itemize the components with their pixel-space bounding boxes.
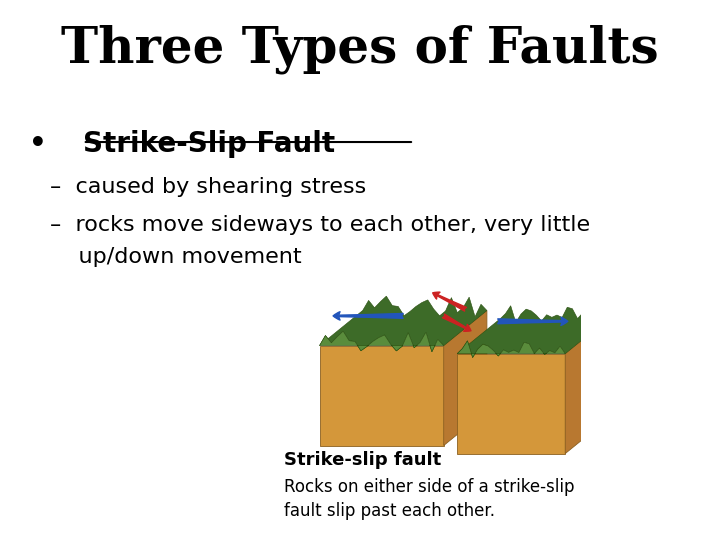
Polygon shape — [444, 310, 487, 446]
Polygon shape — [457, 306, 608, 357]
Text: up/down movement: up/down movement — [50, 247, 302, 267]
Text: Strike-Slip Fault: Strike-Slip Fault — [83, 130, 335, 158]
Polygon shape — [457, 341, 565, 357]
Polygon shape — [320, 346, 444, 446]
Polygon shape — [457, 354, 565, 454]
Text: Three Types of Faults: Three Types of Faults — [61, 24, 659, 74]
Text: Strike-slip fault: Strike-slip fault — [284, 451, 441, 469]
Text: –  caused by shearing stress: – caused by shearing stress — [50, 177, 366, 197]
Polygon shape — [320, 296, 487, 352]
Polygon shape — [320, 331, 444, 352]
Text: –  rocks move sideways to each other, very little: – rocks move sideways to each other, ver… — [50, 215, 590, 235]
Text: Rocks on either side of a strike-slip
fault slip past each other.: Rocks on either side of a strike-slip fa… — [284, 478, 575, 519]
Text: •: • — [29, 130, 66, 158]
Polygon shape — [565, 319, 608, 454]
